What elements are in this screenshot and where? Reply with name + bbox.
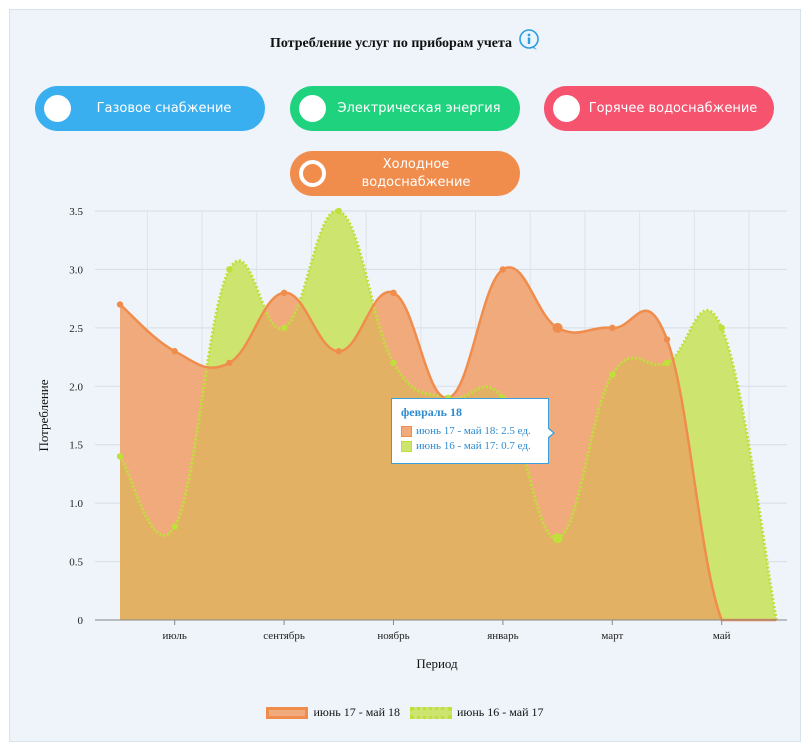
legend-swatch [410, 706, 452, 719]
x-tick-label: март [601, 630, 623, 642]
data-point[interactable] [390, 289, 397, 296]
gas-supply-label: Газовое снабжение [96, 100, 232, 116]
data-point[interactable] [499, 266, 507, 273]
electricity-button[interactable]: Электрическая энергия [290, 86, 520, 131]
data-point[interactable] [609, 371, 616, 378]
data-point[interactable] [171, 348, 178, 355]
info-icon[interactable] [518, 29, 540, 51]
x-tick-label: май [713, 630, 731, 642]
data-point[interactable] [663, 359, 671, 367]
legend-item[interactable]: июнь 16 - май 17 [410, 705, 544, 720]
data-point[interactable] [663, 336, 671, 343]
radio-dot-icon [553, 95, 580, 122]
cold-water-button[interactable]: Холодное водоснабжение [290, 151, 520, 196]
x-tick-label: январь [487, 630, 518, 642]
tooltip-row-text: июнь 16 - май 17: 0.7 ед. [416, 440, 531, 452]
hot-water-label: Горячее водоснабжение [588, 100, 758, 116]
radio-dot-icon [299, 95, 326, 122]
electricity-label: Электрическая энергия [337, 100, 501, 116]
data-point[interactable] [226, 359, 233, 367]
data-point[interactable] [280, 289, 288, 296]
y-tick-label: 3.5 [69, 206, 83, 218]
legend-label: июнь 16 - май 17 [457, 705, 544, 719]
x-tick-label: ноябрь [377, 630, 409, 642]
y-tick-label: 3.0 [69, 264, 83, 276]
cold-water-label: Холодное водоснабжение [361, 156, 471, 190]
y-tick-label: 1.5 [69, 440, 83, 452]
data-point[interactable] [609, 324, 616, 332]
y-tick-label: 2.0 [69, 381, 83, 393]
data-point[interactable] [552, 533, 563, 544]
tooltip-row-text: июнь 17 - май 18: 2.5 ед. [416, 425, 531, 437]
legend-label: июнь 17 - май 18 [313, 705, 400, 719]
x-axis-label: Период [416, 656, 458, 671]
radio-dot-icon [44, 95, 71, 122]
data-point[interactable] [116, 301, 124, 308]
data-point[interactable] [280, 324, 288, 332]
y-tick-label: 1.0 [69, 498, 83, 510]
legend-swatch [266, 706, 309, 719]
y-axis-label: Потребление [36, 379, 51, 451]
line-series-1 [118, 209, 778, 621]
legend-item[interactable]: июнь 17 - май 18 [266, 705, 400, 720]
tooltip-swatch [401, 425, 412, 437]
x-tick-label: июль [163, 630, 187, 642]
tooltip-row: июнь 16 - май 17: 0.7 ед. [401, 440, 539, 452]
data-point[interactable] [390, 359, 397, 367]
data-point[interactable] [335, 207, 342, 215]
chart-tooltip: февраль 18 июнь 17 - май 18: 2.5 ед. июн… [391, 398, 555, 464]
chart-legend: июнь 17 - май 18 июнь 16 - май 17 [0, 705, 810, 720]
chart-title-row: Потребление услуг по приборам учета [0, 29, 810, 55]
x-tick-label: сентябрь [263, 630, 305, 642]
data-point[interactable] [171, 523, 178, 530]
y-tick-label: 0.5 [69, 557, 83, 569]
chart-title: Потребление услуг по приборам учета [269, 36, 513, 51]
hot-water-button[interactable]: Горячее водоснабжение [544, 86, 774, 131]
gas-supply-button[interactable]: Газовое снабжение [35, 86, 265, 131]
data-point[interactable] [552, 322, 563, 333]
y-tick-label: 2.5 [69, 323, 83, 335]
radio-ring-icon [299, 160, 326, 187]
data-point[interactable] [718, 324, 725, 332]
line-series-0 [119, 266, 777, 622]
data-point[interactable] [116, 453, 124, 460]
tooltip-swatch [401, 440, 412, 452]
data-point[interactable] [335, 348, 342, 355]
y-tick-label: 0 [78, 615, 84, 627]
data-point[interactable] [226, 266, 233, 273]
tooltip-title: февраль 18 [401, 405, 462, 419]
tooltip-row: июнь 17 - май 18: 2.5 ед. [401, 425, 539, 437]
